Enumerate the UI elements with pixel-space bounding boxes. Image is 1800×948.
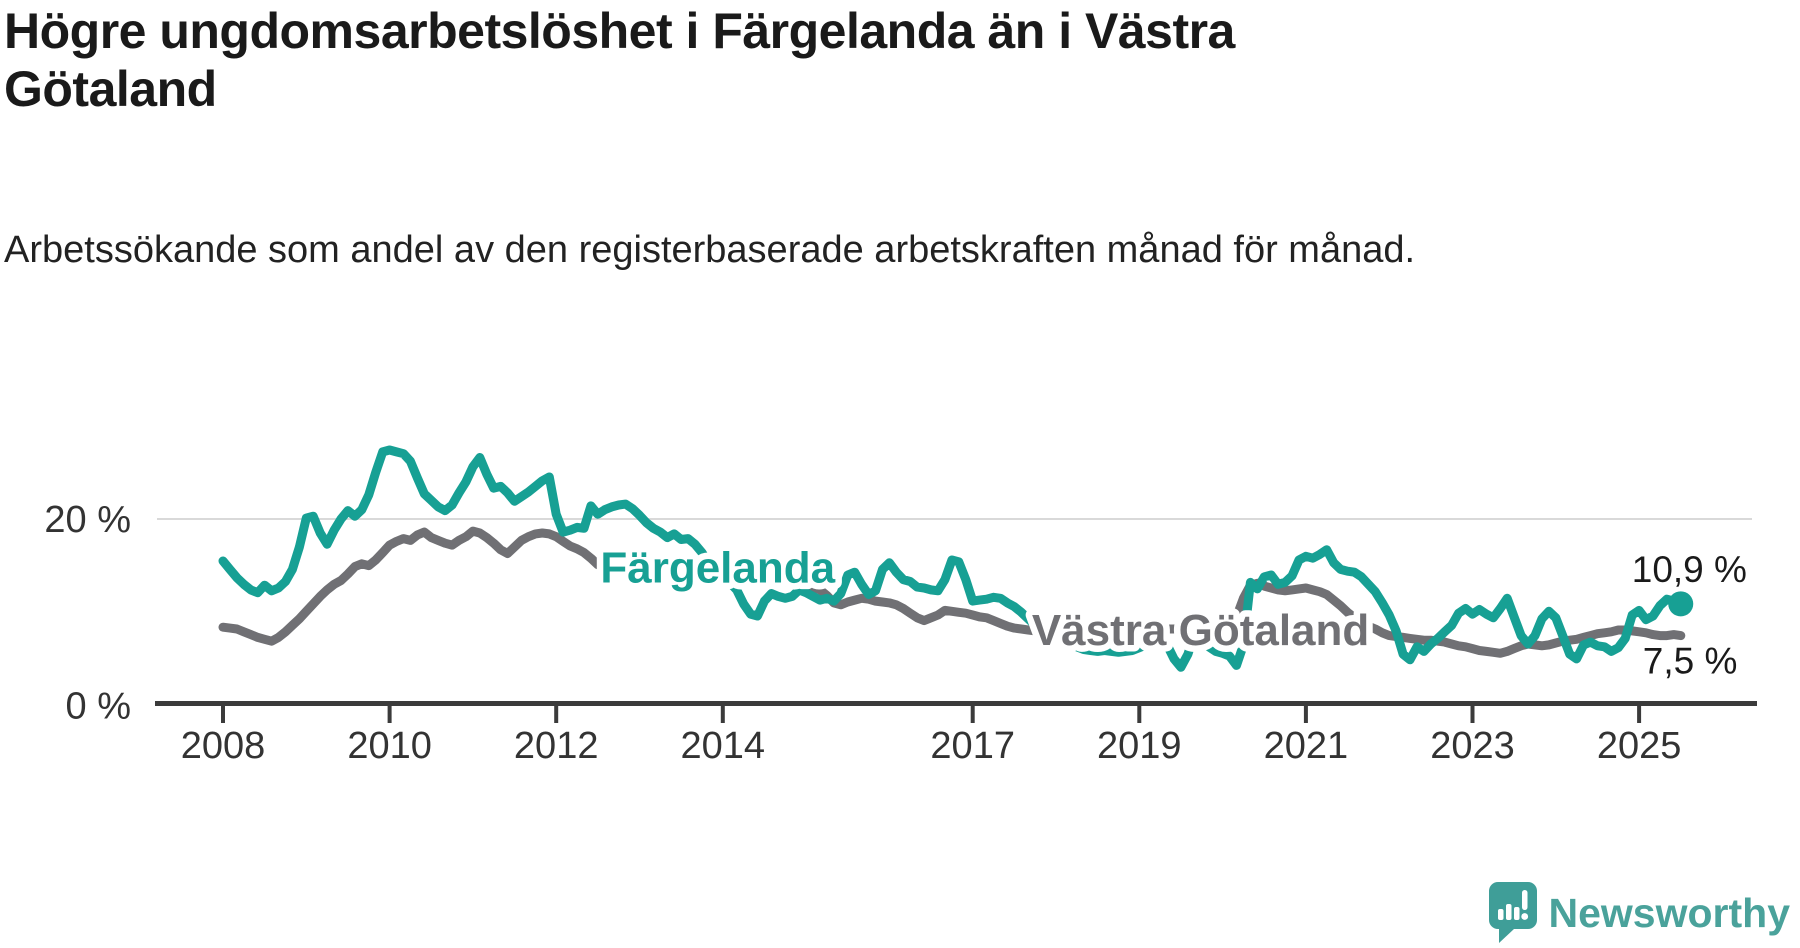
- series-label-v-stra-g-taland: Västra Götaland: [1032, 606, 1369, 655]
- latest-value-label-v-stra-g-taland: 7,5 %: [1643, 641, 1738, 682]
- newsworthy-wordmark: Newsworthy: [1548, 889, 1791, 936]
- x-axis-tick-label: 2017: [930, 725, 1015, 767]
- chart-title: Högre ungdomsarbetslöshet i Färgelanda ä…: [4, 3, 1235, 117]
- series-label-f-rgelanda: Färgelanda: [600, 543, 835, 592]
- y-axis-label: 0 %: [66, 686, 131, 728]
- chart-subtitle: Arbetssökande som andel av den registerb…: [4, 229, 1416, 271]
- series-line-v-stra-g-taland: [218, 526, 1686, 658]
- x-axis-tick-label: 2025: [1597, 725, 1682, 767]
- x-axis-tick-label: 2021: [1264, 725, 1349, 767]
- latest-value-label-f-rgelanda: 10,9 %: [1632, 549, 1747, 590]
- x-axis-tick-label: 2014: [681, 725, 766, 767]
- x-axis-tick-label: 2008: [181, 725, 266, 767]
- series-line-f-rgelanda: [218, 445, 1686, 672]
- x-axis-tick-label: 2023: [1430, 725, 1515, 767]
- y-axis-label: 20 %: [44, 499, 131, 541]
- x-axis-tick-label: 2010: [347, 725, 432, 767]
- newsworthy-logo-icon: [1488, 882, 1537, 943]
- newsworthy-logo: Newsworthy: [1488, 882, 1791, 944]
- series-end-dot: [1668, 591, 1694, 617]
- x-axis-tick-label: 2019: [1097, 725, 1182, 767]
- x-axis-tick-label: 2012: [514, 725, 599, 767]
